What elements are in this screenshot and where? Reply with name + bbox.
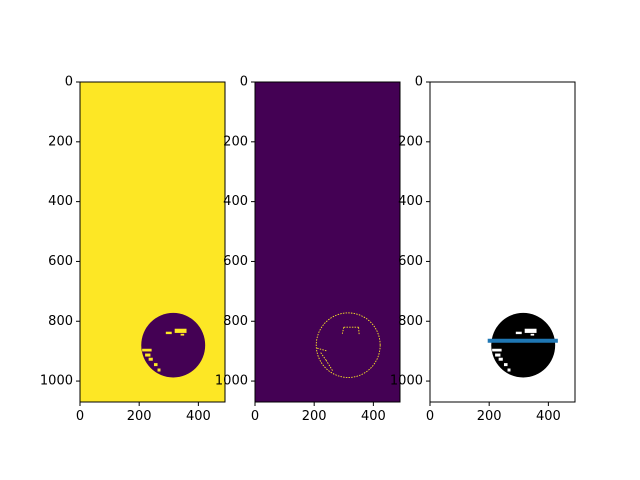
- x-tick-label: 0: [251, 409, 259, 424]
- image-speckle: [515, 331, 522, 335]
- x-tick-label: 200: [302, 409, 327, 424]
- edge-fragment: [358, 327, 360, 335]
- y-tick-label: 800: [398, 314, 423, 329]
- y-tick-label: 600: [48, 254, 73, 269]
- y-tick-label: 400: [48, 194, 73, 209]
- image-speckle: [145, 353, 151, 357]
- panel-binary-mask: 0 200 400 600 800 1000 0 200 400: [40, 75, 226, 424]
- x-tick-label: 400: [536, 409, 561, 424]
- image-speckle: [153, 363, 158, 367]
- image-blob: [141, 312, 206, 378]
- panel-edge-map: 0 200 400 600 800 1000 0 200 400: [215, 75, 401, 424]
- image-speckle: [530, 333, 535, 336]
- image-speckle: [495, 353, 501, 357]
- y-tick-label: 0: [240, 75, 248, 90]
- y-tick-label: 1000: [215, 374, 248, 389]
- image-speckle: [174, 328, 187, 333]
- y-tick-label: 0: [415, 75, 423, 90]
- image-content: [315, 312, 381, 378]
- image-background: [255, 82, 400, 402]
- y-tick-label: 800: [48, 314, 73, 329]
- edge-fragment: [341, 327, 345, 334]
- y-tick-label: 200: [223, 134, 248, 149]
- image-content: [487, 312, 558, 378]
- image-speckle: [157, 368, 161, 372]
- x-tick-label: 400: [361, 409, 386, 424]
- x-tick-label: 400: [186, 409, 211, 424]
- y-tick-label: 600: [223, 254, 248, 269]
- y-tick-label: 200: [48, 134, 73, 149]
- image-speckle: [148, 357, 153, 361]
- edge-fragment: [325, 359, 333, 371]
- panel-mask-with-line: 0 200 400 600 800 1000 0 200 400: [390, 75, 576, 424]
- image-speckle: [524, 328, 537, 333]
- axes-frame: [79, 81, 226, 403]
- y-tick-label: 400: [223, 194, 248, 209]
- y-tick-label: 0: [65, 75, 73, 90]
- image-speckle: [503, 363, 508, 367]
- image-speckle: [165, 331, 172, 335]
- y-tick-label: 1000: [390, 374, 423, 389]
- y-tick-label: 200: [398, 134, 423, 149]
- axes-frame: [429, 81, 576, 403]
- image-speckle: [180, 333, 185, 336]
- y-tick-label: 400: [398, 194, 423, 209]
- x-tick-label: 0: [76, 409, 84, 424]
- image-speckle: [498, 357, 503, 361]
- edge-fragment: [317, 347, 328, 352]
- y-tick-label: 600: [398, 254, 423, 269]
- axes-frame: [254, 81, 401, 403]
- edge-contour: [315, 312, 381, 378]
- image-blob: [491, 312, 556, 378]
- x-tick-label: 200: [127, 409, 152, 424]
- image-speckle: [142, 348, 152, 352]
- x-tick-label: 200: [477, 409, 502, 424]
- image-speckle: [492, 348, 502, 352]
- x-tick-label: 0: [426, 409, 434, 424]
- image-content: [141, 312, 206, 378]
- y-tick-label: 800: [223, 314, 248, 329]
- image-speckle: [507, 368, 511, 372]
- y-tick-label: 1000: [40, 374, 73, 389]
